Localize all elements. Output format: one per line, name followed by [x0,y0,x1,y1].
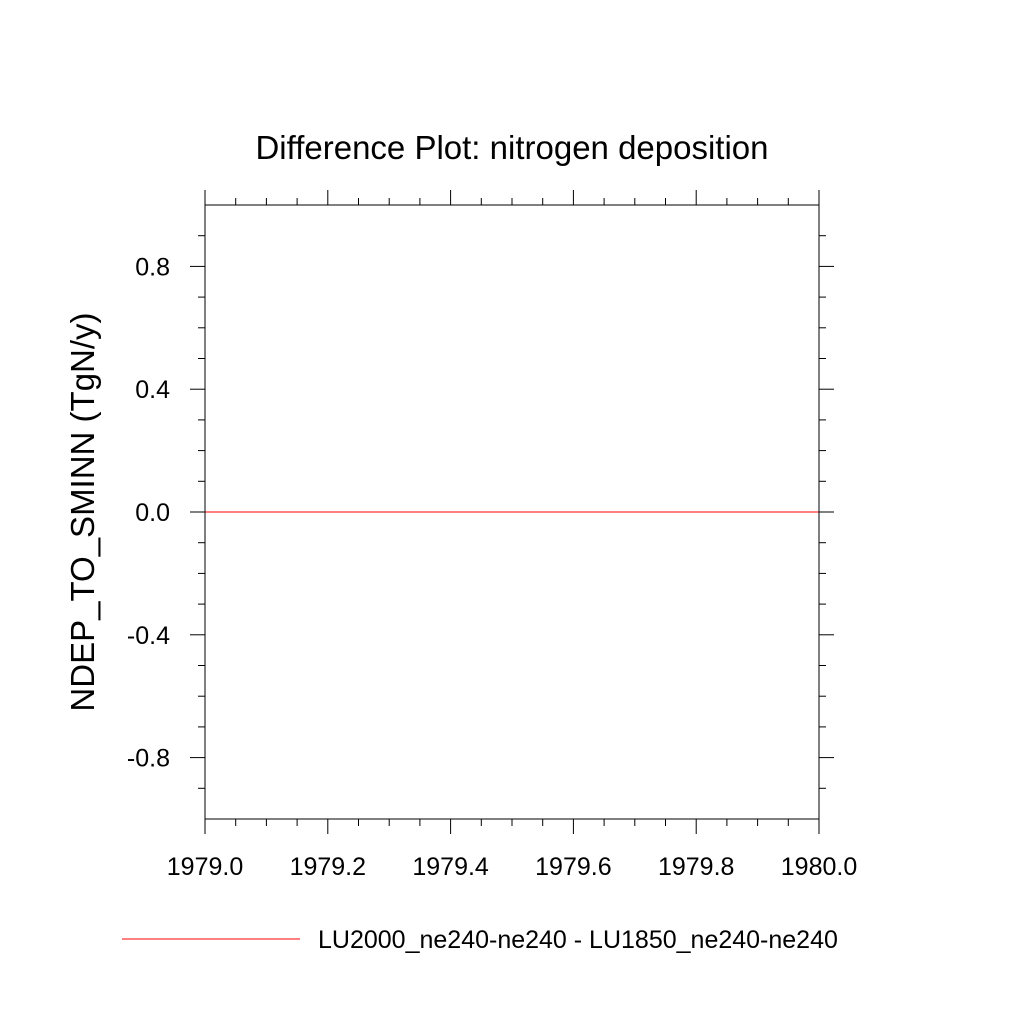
chart-title: Difference Plot: nitrogen deposition [255,129,768,166]
plot-frame [204,204,820,820]
y-tick-label: 0.0 [135,499,170,527]
x-tick-label: 1979.2 [290,853,366,881]
x-tick-label: 1980.0 [781,853,857,881]
minor-ticks [198,198,826,826]
y-axis-label: NDEP_TO_SMINN (TgN/y) [64,312,101,711]
x-tick-label: 1979.8 [658,853,734,881]
legend: LU2000_ne240-ne240 - LU1850_ne240-ne240 [122,926,838,954]
y-tick-label: -0.4 [127,622,170,650]
x-tick-labels: 1979.0 1979.2 1979.4 1979.6 1979.8 1980.0 [167,853,857,881]
y-tick-label: -0.8 [127,745,170,773]
legend-label: LU2000_ne240-ne240 - LU1850_ne240-ne240 [318,926,838,954]
major-ticks [190,190,834,834]
y-tick-labels: -0.8 -0.4 0.0 0.4 0.8 [127,253,170,772]
x-tick-label: 1979.0 [167,853,243,881]
y-tick-label: 0.4 [135,376,170,404]
x-tick-label: 1979.6 [535,853,611,881]
y-tick-label: 0.8 [135,253,170,281]
x-tick-label: 1979.4 [412,853,489,881]
